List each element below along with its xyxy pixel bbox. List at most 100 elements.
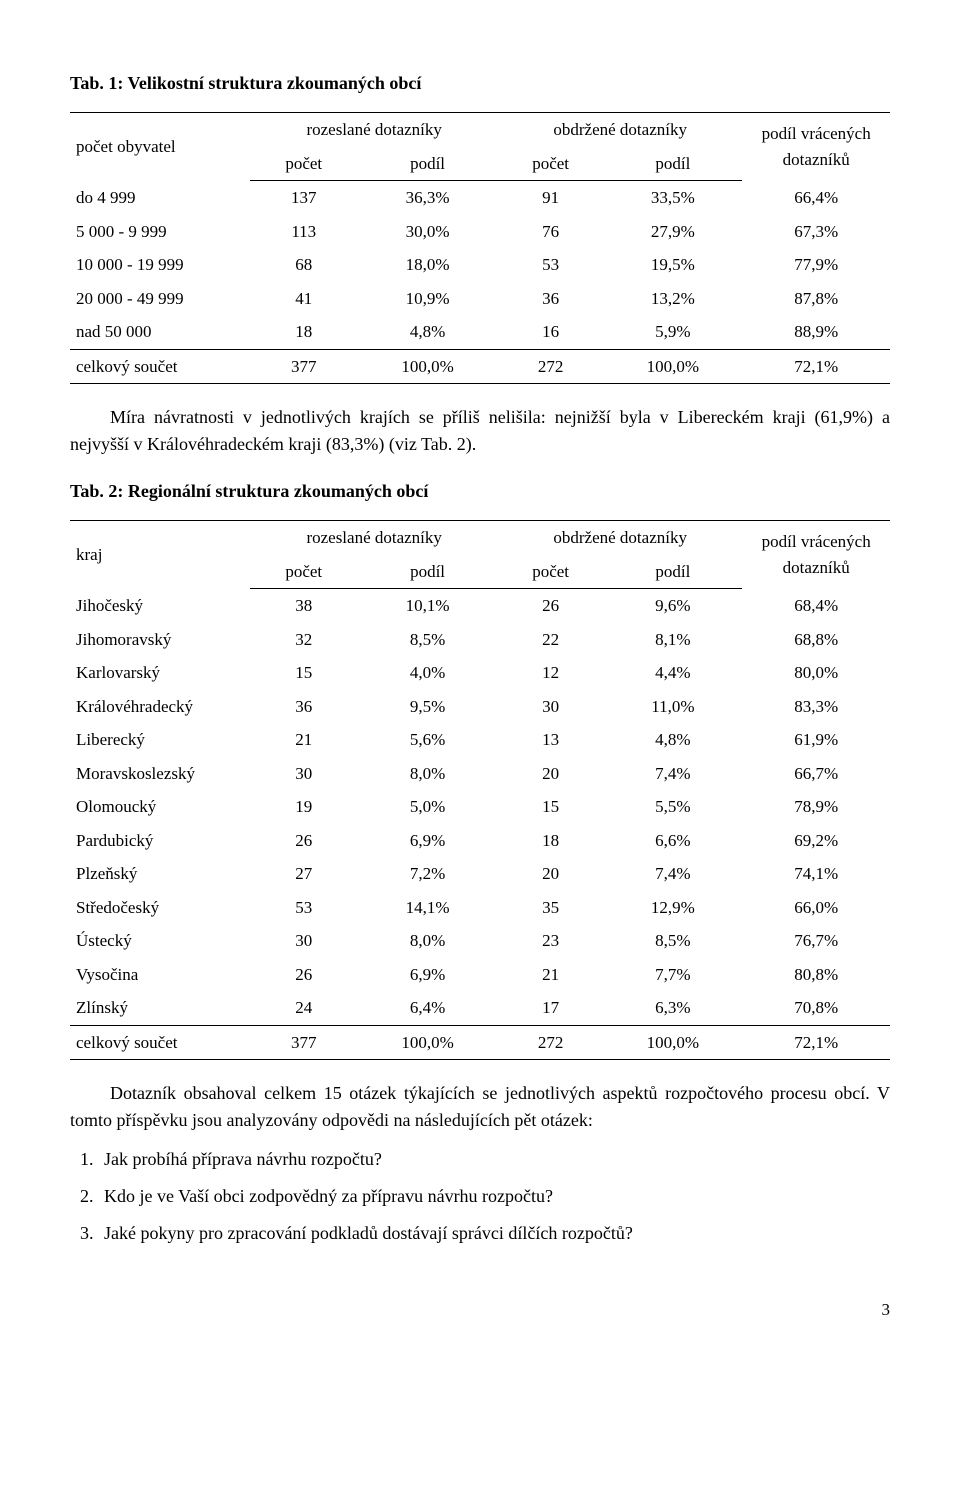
cell: 27 (250, 857, 357, 891)
table-row: Moravskoslezský308,0%207,4%66,7% (70, 757, 890, 791)
table-total-row: celkový součet377100,0%272100,0%72,1% (70, 349, 890, 384)
question-item: Jak probíhá příprava návrhu rozpočtu? (98, 1146, 890, 1173)
question-list: Jak probíhá příprava návrhu rozpočtu?Kdo… (70, 1146, 890, 1247)
cell: 6,9% (357, 824, 498, 858)
paragraph-2: Dotazník obsahoval celkem 15 otázek týka… (70, 1080, 890, 1134)
paragraph-1: Míra návratnosti v jednotlivých krajích … (70, 404, 890, 458)
table-row: Jihomoravský328,5%228,1%68,8% (70, 623, 890, 657)
cell: 68,4% (742, 589, 890, 623)
table-row: 5 000 - 9 99911330,0%7627,9%67,3% (70, 215, 890, 249)
cell: 76 (498, 215, 603, 249)
table2-title: Tab. 2: Regionální struktura zkoumaných … (70, 478, 890, 505)
table-row: Středočeský5314,1%3512,9%66,0% (70, 891, 890, 925)
cell: 113 (250, 215, 357, 249)
cell: 27,9% (603, 215, 742, 249)
t2-h-group2: obdržené dotazníky (498, 521, 742, 555)
cell: 6,3% (603, 991, 742, 1025)
cell: 36 (250, 690, 357, 724)
cell: 30 (250, 924, 357, 958)
cell: 6,6% (603, 824, 742, 858)
row-label: 10 000 - 19 999 (70, 248, 250, 282)
cell: 12,9% (603, 891, 742, 925)
cell: 66,0% (742, 891, 890, 925)
row-label: Vysočina (70, 958, 250, 992)
cell: 68,8% (742, 623, 890, 657)
page-number: 3 (70, 1297, 890, 1323)
cell: 72,1% (742, 349, 890, 384)
cell: 7,2% (357, 857, 498, 891)
row-label: Olomoucký (70, 790, 250, 824)
cell: 8,5% (357, 623, 498, 657)
cell: 7,7% (603, 958, 742, 992)
cell: 7,4% (603, 757, 742, 791)
cell: 23 (498, 924, 603, 958)
cell: 8,0% (357, 757, 498, 791)
cell: 53 (498, 248, 603, 282)
t1-h-last: podíl vrácených dotazníků (742, 113, 890, 181)
cell: 5,0% (357, 790, 498, 824)
t2-h-group1: rozeslané dotazníky (250, 521, 498, 555)
cell: 10,9% (357, 282, 498, 316)
row-label: Moravskoslezský (70, 757, 250, 791)
row-label: Středočeský (70, 891, 250, 925)
cell: 18 (250, 315, 357, 349)
cell: 91 (498, 181, 603, 215)
cell: 377 (250, 349, 357, 384)
cell: 19,5% (603, 248, 742, 282)
cell: 272 (498, 349, 603, 384)
table2: kraj rozeslané dotazníky obdržené dotazn… (70, 520, 890, 1060)
cell: 26 (498, 589, 603, 623)
cell: 18,0% (357, 248, 498, 282)
cell: 100,0% (603, 349, 742, 384)
cell: 4,8% (357, 315, 498, 349)
cell: 67,3% (742, 215, 890, 249)
cell: 30,0% (357, 215, 498, 249)
cell: 21 (498, 958, 603, 992)
cell: 9,5% (357, 690, 498, 724)
cell: 11,0% (603, 690, 742, 724)
table-row: Jihočeský3810,1%269,6%68,4% (70, 589, 890, 623)
t2-h-last: podíl vrácených dotazníků (742, 521, 890, 589)
row-label: Královéhradecký (70, 690, 250, 724)
question-item: Jaké pokyny pro zpracování podkladů dost… (98, 1220, 890, 1247)
t1-h-group2: obdržené dotazníky (498, 113, 742, 147)
table-row: Karlovarský154,0%124,4%80,0% (70, 656, 890, 690)
t1-h-podil1: podíl (357, 147, 498, 181)
cell: 4,4% (603, 656, 742, 690)
cell: 77,9% (742, 248, 890, 282)
table1-title: Tab. 1: Velikostní struktura zkoumaných … (70, 70, 890, 97)
row-label: Jihočeský (70, 589, 250, 623)
total-label: celkový součet (70, 349, 250, 384)
cell: 18 (498, 824, 603, 858)
cell: 10,1% (357, 589, 498, 623)
cell: 20 (498, 757, 603, 791)
cell: 22 (498, 623, 603, 657)
cell: 7,4% (603, 857, 742, 891)
cell: 78,9% (742, 790, 890, 824)
cell: 15 (250, 656, 357, 690)
cell: 74,1% (742, 857, 890, 891)
t1-h-pocet2: počet (498, 147, 603, 181)
table-row: 10 000 - 19 9996818,0%5319,5%77,9% (70, 248, 890, 282)
cell: 36,3% (357, 181, 498, 215)
cell: 38 (250, 589, 357, 623)
cell: 4,0% (357, 656, 498, 690)
cell: 137 (250, 181, 357, 215)
cell: 100,0% (357, 1025, 498, 1060)
cell: 16 (498, 315, 603, 349)
total-label: celkový součet (70, 1025, 250, 1060)
table-row: Olomoucký195,0%155,5%78,9% (70, 790, 890, 824)
cell: 66,7% (742, 757, 890, 791)
cell: 26 (250, 824, 357, 858)
cell: 33,5% (603, 181, 742, 215)
cell: 80,0% (742, 656, 890, 690)
table-row: Královéhradecký369,5%3011,0%83,3% (70, 690, 890, 724)
cell: 13 (498, 723, 603, 757)
cell: 20 (498, 857, 603, 891)
row-label: Ústecký (70, 924, 250, 958)
table-row: 20 000 - 49 9994110,9%3613,2%87,8% (70, 282, 890, 316)
row-label: Zlínský (70, 991, 250, 1025)
cell: 14,1% (357, 891, 498, 925)
cell: 61,9% (742, 723, 890, 757)
row-label: 5 000 - 9 999 (70, 215, 250, 249)
